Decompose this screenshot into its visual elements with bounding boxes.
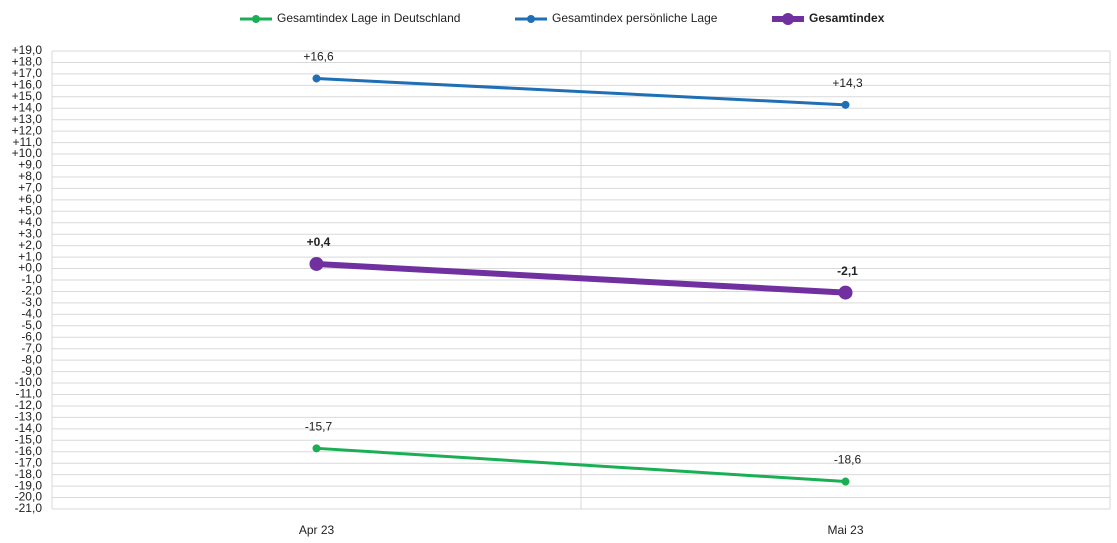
y-tick-label: -12,0 <box>15 398 43 412</box>
y-tick-label: +5,0 <box>18 203 42 217</box>
y-tick-label: +16,0 <box>12 78 43 92</box>
data-label: +14,3 <box>832 76 863 90</box>
y-tick-label: +0,0 <box>18 261 42 275</box>
y-tick-label: -13,0 <box>15 410 43 424</box>
y-tick-label: +14,0 <box>12 100 43 114</box>
y-tick-label: -16,0 <box>15 444 43 458</box>
legend-label: Gesamtindex persönliche Lage <box>552 11 718 25</box>
series-line <box>316 76 846 107</box>
grid <box>51 50 1111 510</box>
data-point <box>312 74 321 83</box>
y-tick-label: -18,0 <box>15 467 43 481</box>
y-tick-label: +3,0 <box>18 226 42 240</box>
y-tick-label: -5,0 <box>21 318 42 332</box>
y-tick-label: -6,0 <box>21 329 42 343</box>
legend-swatch-marker <box>527 15 535 23</box>
x-tick-label: Apr 23 <box>299 523 335 537</box>
y-tick-label: +19,0 <box>12 43 43 57</box>
y-tick-label: -19,0 <box>15 478 43 492</box>
y-tick-label: +1,0 <box>18 249 42 263</box>
y-tick-label: +12,0 <box>12 123 43 137</box>
y-tick-label: -11,0 <box>16 387 43 401</box>
y-tick-label: +10,0 <box>12 146 43 160</box>
data-point <box>309 256 324 271</box>
y-tick-label: +18,0 <box>12 55 43 69</box>
data-label: -15,7 <box>305 419 333 433</box>
y-tick-label: -15,0 <box>15 432 43 446</box>
legend-swatch-marker <box>782 13 794 25</box>
y-tick-label: +2,0 <box>18 238 42 252</box>
data-point <box>841 100 850 109</box>
data-point <box>838 285 853 300</box>
y-tick-label: +7,0 <box>18 181 42 195</box>
data-label: -2,1 <box>837 264 858 278</box>
series-line <box>316 446 846 484</box>
data-label: +0,4 <box>307 235 331 249</box>
y-tick-label: -10,0 <box>15 375 43 389</box>
y-tick-label: +6,0 <box>18 192 42 206</box>
legend-swatch-marker <box>252 15 260 23</box>
y-tick-label: -3,0 <box>21 295 42 309</box>
y-tick-label: -2,0 <box>21 284 42 298</box>
y-tick-label: -21,0 <box>15 501 43 515</box>
legend-label: Gesamtindex <box>809 11 885 25</box>
y-tick-label: +13,0 <box>12 112 43 126</box>
y-tick-label: +9,0 <box>18 158 42 172</box>
y-tick-label: +4,0 <box>18 215 42 229</box>
data-label: -18,6 <box>834 453 862 467</box>
legend-label: Gesamtindex Lage in Deutschland <box>277 11 460 25</box>
data-label: +16,6 <box>303 50 334 64</box>
y-tick-label: -9,0 <box>21 364 42 378</box>
series-line <box>316 260 846 296</box>
data-point <box>841 477 850 486</box>
y-tick-label: -20,0 <box>15 490 43 504</box>
y-tick-label: -17,0 <box>15 455 43 469</box>
y-tick-label: +8,0 <box>18 169 42 183</box>
y-tick-label: -1,0 <box>21 272 42 286</box>
y-tick-label: +17,0 <box>12 66 43 80</box>
y-tick-label: -7,0 <box>21 341 42 355</box>
y-tick-label: -8,0 <box>21 352 42 366</box>
data-point <box>312 444 321 453</box>
y-tick-label: +11,0 <box>13 135 43 149</box>
x-tick-label: Mai 23 <box>827 523 863 537</box>
y-tick-label: -4,0 <box>21 307 42 321</box>
y-tick-label: -14,0 <box>15 421 43 435</box>
plot: -15,7 -18,6 +16,6 +14,3 +0,4 -2,1 <box>303 50 863 486</box>
y-tick-label: +15,0 <box>12 89 43 103</box>
